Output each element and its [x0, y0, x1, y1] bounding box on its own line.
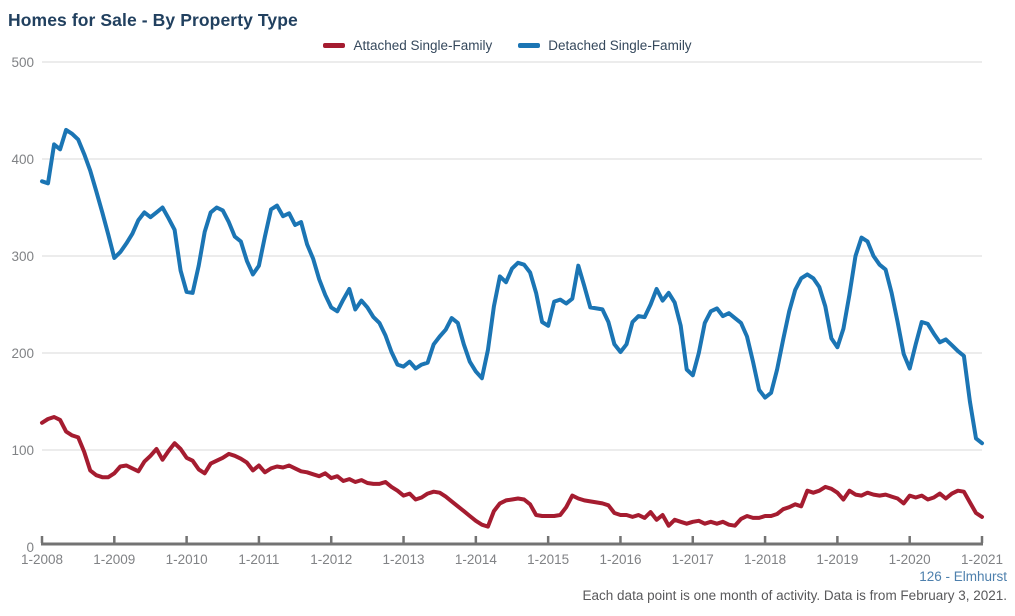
x-axis-label-1-2008: 1-2008 — [21, 552, 63, 567]
x-axis-label-1-2011: 1-2011 — [238, 552, 279, 567]
x-axis-label-1-2019: 1-2019 — [816, 552, 858, 567]
legend-label-attached: Attached Single-Family — [353, 38, 493, 53]
y-axis-label-200: 200 — [11, 346, 34, 361]
chart-legend: Attached Single-Family Detached Single-F… — [0, 38, 1015, 53]
attached-series-line — [40, 415, 984, 529]
y-axis-label-300: 300 — [11, 249, 34, 264]
source-label[interactable]: 126 - Elmhurst — [919, 569, 1007, 584]
x-axis-label-1-2013: 1-2013 — [383, 552, 425, 567]
x-axis-label-1-2012: 1-2012 — [310, 552, 352, 567]
x-axis-label-1-2017: 1-2017 — [672, 552, 714, 567]
y-axis-label-400: 400 — [11, 152, 34, 167]
detached-series-swatch-icon — [518, 43, 541, 48]
footnote: Each data point is one month of activity… — [582, 588, 1007, 603]
x-axis-label-1-2021: 1-2021 — [961, 552, 1003, 567]
legend-label-detached: Detached Single-Family — [548, 38, 692, 53]
x-axis-label-1-2020: 1-2020 — [889, 552, 931, 567]
y-axis-label-0: 0 — [26, 540, 34, 555]
y-axis-label-100: 100 — [11, 443, 34, 458]
legend-item-attached-single-family[interactable]: Attached Single-Family — [323, 38, 492, 53]
x-axis-label-1-2015: 1-2015 — [527, 552, 569, 567]
x-axis-label-1-2018: 1-2018 — [744, 552, 786, 567]
detached-series-line — [40, 127, 984, 446]
legend-item-detached-single-family[interactable]: Detached Single-Family — [518, 38, 692, 53]
y-axis-label-500: 500 — [11, 55, 34, 70]
x-axis-label-1-2014: 1-2014 — [455, 552, 498, 567]
x-axis-label-1-2009: 1-2009 — [93, 552, 135, 567]
chart-title: Homes for Sale - By Property Type — [8, 10, 298, 30]
x-axis-label-1-2016: 1-2016 — [599, 552, 641, 567]
attached-series-swatch-icon — [323, 43, 346, 48]
x-axis-label-1-2010: 1-2010 — [166, 552, 208, 567]
